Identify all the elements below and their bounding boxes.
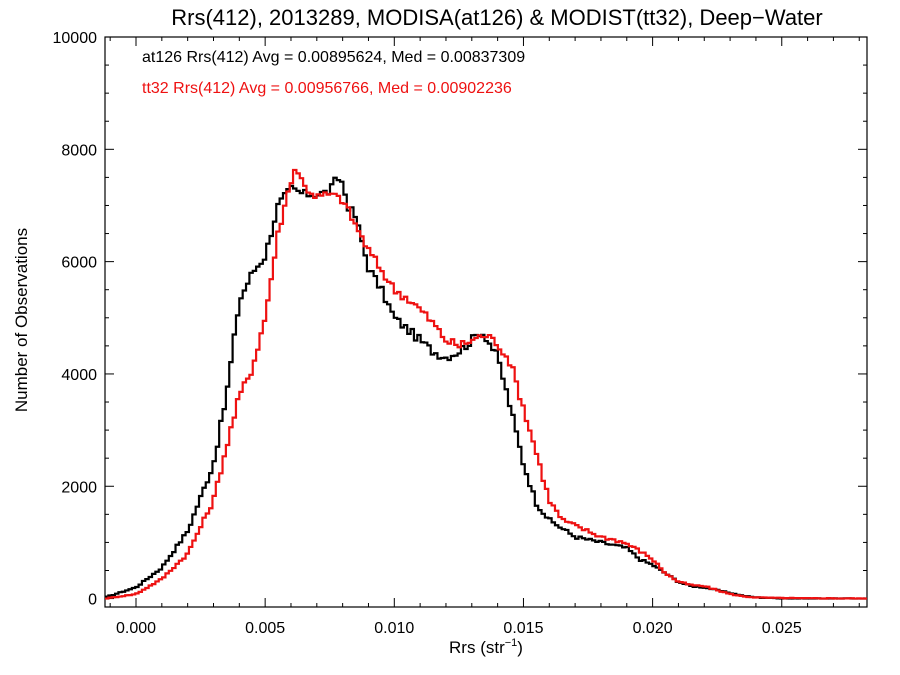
annotation-tt32-stats: tt32 Rrs(412) Avg = 0.00956766, Med = 0.… bbox=[142, 80, 512, 97]
x-axis-label-main: Rrs (str bbox=[449, 638, 505, 657]
series-line-tt32 bbox=[105, 168, 867, 600]
y-tick-label: 10000 bbox=[53, 30, 98, 47]
x-axis-label-superscript: −1 bbox=[505, 637, 518, 649]
x-axis-label-end: ) bbox=[517, 638, 523, 657]
x-tick-label: 0.020 bbox=[633, 620, 673, 637]
histogram-series bbox=[105, 168, 867, 600]
x-tick-label: 0.000 bbox=[116, 620, 156, 637]
chart-title: Rrs(412), 2013289, MODISA(at126) & MODIS… bbox=[171, 5, 822, 30]
x-tick-label: 0.015 bbox=[503, 620, 543, 637]
annotation-at126-stats: at126 Rrs(412) Avg = 0.00895624, Med = 0… bbox=[142, 49, 525, 66]
axis-tick-labels: 0.000 0.005 0.010 0.015 0.020 0.025 0 2000 4000 6… bbox=[53, 30, 802, 637]
series-line-at126 bbox=[105, 176, 867, 600]
x-axis-label: Rrs (str−1) bbox=[449, 637, 523, 657]
y-tick-label: 4000 bbox=[61, 367, 97, 384]
y-tick-label: 6000 bbox=[61, 255, 97, 272]
y-tick-label: 2000 bbox=[61, 479, 97, 496]
x-tick-label: 0.025 bbox=[762, 620, 802, 637]
y-axis-label: Number of Observations bbox=[12, 228, 31, 412]
y-tick-label: 0 bbox=[88, 592, 97, 609]
x-tick-label: 0.010 bbox=[374, 620, 414, 637]
y-tick-label: 8000 bbox=[61, 142, 97, 159]
x-tick-label: 0.005 bbox=[245, 620, 285, 637]
axis-ticks bbox=[105, 36, 867, 607]
plot-frame bbox=[104, 36, 868, 608]
